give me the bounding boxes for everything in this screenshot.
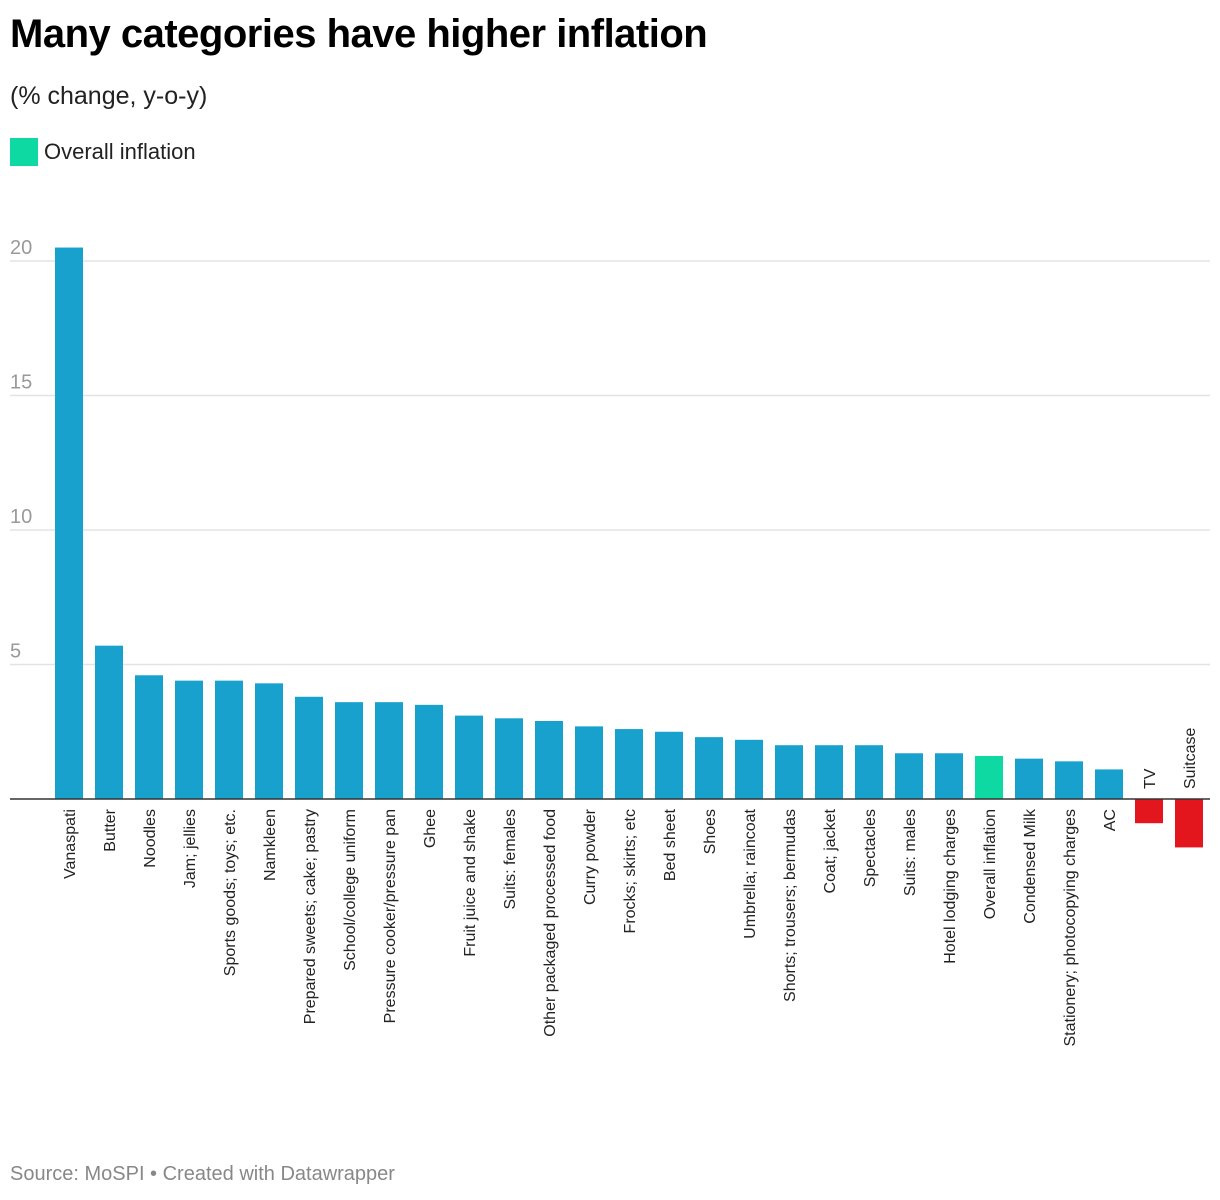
bar <box>455 715 483 799</box>
bar <box>1175 799 1203 848</box>
x-category-label: Fruit juice and shake <box>462 809 479 957</box>
bar <box>655 731 683 799</box>
x-category-label: Bed sheet <box>662 808 679 881</box>
source-footer: Source: MoSPI • Created with Datawrapper <box>10 1163 395 1185</box>
y-tick-label: 5 <box>10 641 21 663</box>
bar <box>495 718 523 799</box>
x-category-label: School/college uniform <box>342 809 359 971</box>
bar <box>855 745 883 799</box>
x-category-label: Ghee <box>422 809 439 848</box>
x-category-label: AC <box>1102 809 1119 831</box>
bar <box>335 702 363 799</box>
bar <box>295 696 323 799</box>
x-category-label: Butter <box>102 808 119 851</box>
x-category-label: Curry powder <box>582 808 599 905</box>
chart-subtitle: (% change, y-o-y) <box>10 82 208 110</box>
x-category-label: Sports goods; toys; etc. <box>222 809 239 976</box>
legend-swatch <box>10 138 38 166</box>
x-category-label: Namkleen <box>262 809 279 881</box>
bar <box>775 745 803 799</box>
x-category-label: Stationery; photocopying charges <box>1062 809 1079 1046</box>
bar <box>1095 769 1123 799</box>
bar <box>535 720 563 799</box>
bar <box>215 680 243 799</box>
x-category-label: Condensed Milk <box>1022 808 1039 924</box>
bar <box>735 739 763 799</box>
y-tick-label: 20 <box>10 237 32 259</box>
x-category-label: Umbrella; raincoat <box>742 808 759 938</box>
bar <box>375 702 403 799</box>
bar <box>95 645 123 799</box>
legend-label: Overall inflation <box>44 139 196 164</box>
bar <box>575 726 603 799</box>
x-category-label: Coat; jacket <box>822 808 839 893</box>
y-tick-label: 15 <box>10 372 32 394</box>
bar <box>615 729 643 799</box>
bar <box>415 704 443 799</box>
legend: Overall inflation <box>10 138 196 166</box>
x-category-label: Shoes <box>702 809 719 854</box>
x-category-label: Hotel lodging charges <box>942 809 959 964</box>
x-category-label: Frocks; skirts; etc <box>622 809 639 933</box>
x-category-label: Shorts; trousers; bermudas <box>782 809 799 1002</box>
bar <box>935 753 963 799</box>
x-category-label: Suits: females <box>502 809 519 909</box>
bar <box>895 753 923 799</box>
bar <box>1135 799 1163 824</box>
chart-title: Many categories have higher inflation <box>10 12 708 56</box>
bar <box>975 755 1003 799</box>
x-category-label: Noodles <box>142 809 159 868</box>
x-category-label: TV <box>1142 768 1159 789</box>
bar <box>175 680 203 799</box>
y-tick-label: 10 <box>10 506 32 528</box>
x-category-label: Pressure cooker/pressure pan <box>382 809 399 1023</box>
bar <box>695 737 723 799</box>
bar <box>1055 761 1083 799</box>
bar <box>55 247 83 800</box>
x-category-label: Vanaspati <box>62 809 79 879</box>
x-category-label: Suitcase <box>1182 728 1199 789</box>
bar <box>255 683 283 799</box>
bar <box>815 745 843 799</box>
x-category-label: Overall inflation <box>982 809 999 919</box>
x-category-label: Prepared sweets; cake; pastry <box>302 809 319 1024</box>
bar <box>1015 758 1043 799</box>
x-category-label: Suits: males <box>902 809 919 896</box>
x-category-label: Spectacles <box>862 809 879 887</box>
x-category-label: Other packaged processed food <box>542 809 559 1037</box>
bar <box>135 675 163 799</box>
x-category-label: Jam; jellies <box>182 809 199 888</box>
